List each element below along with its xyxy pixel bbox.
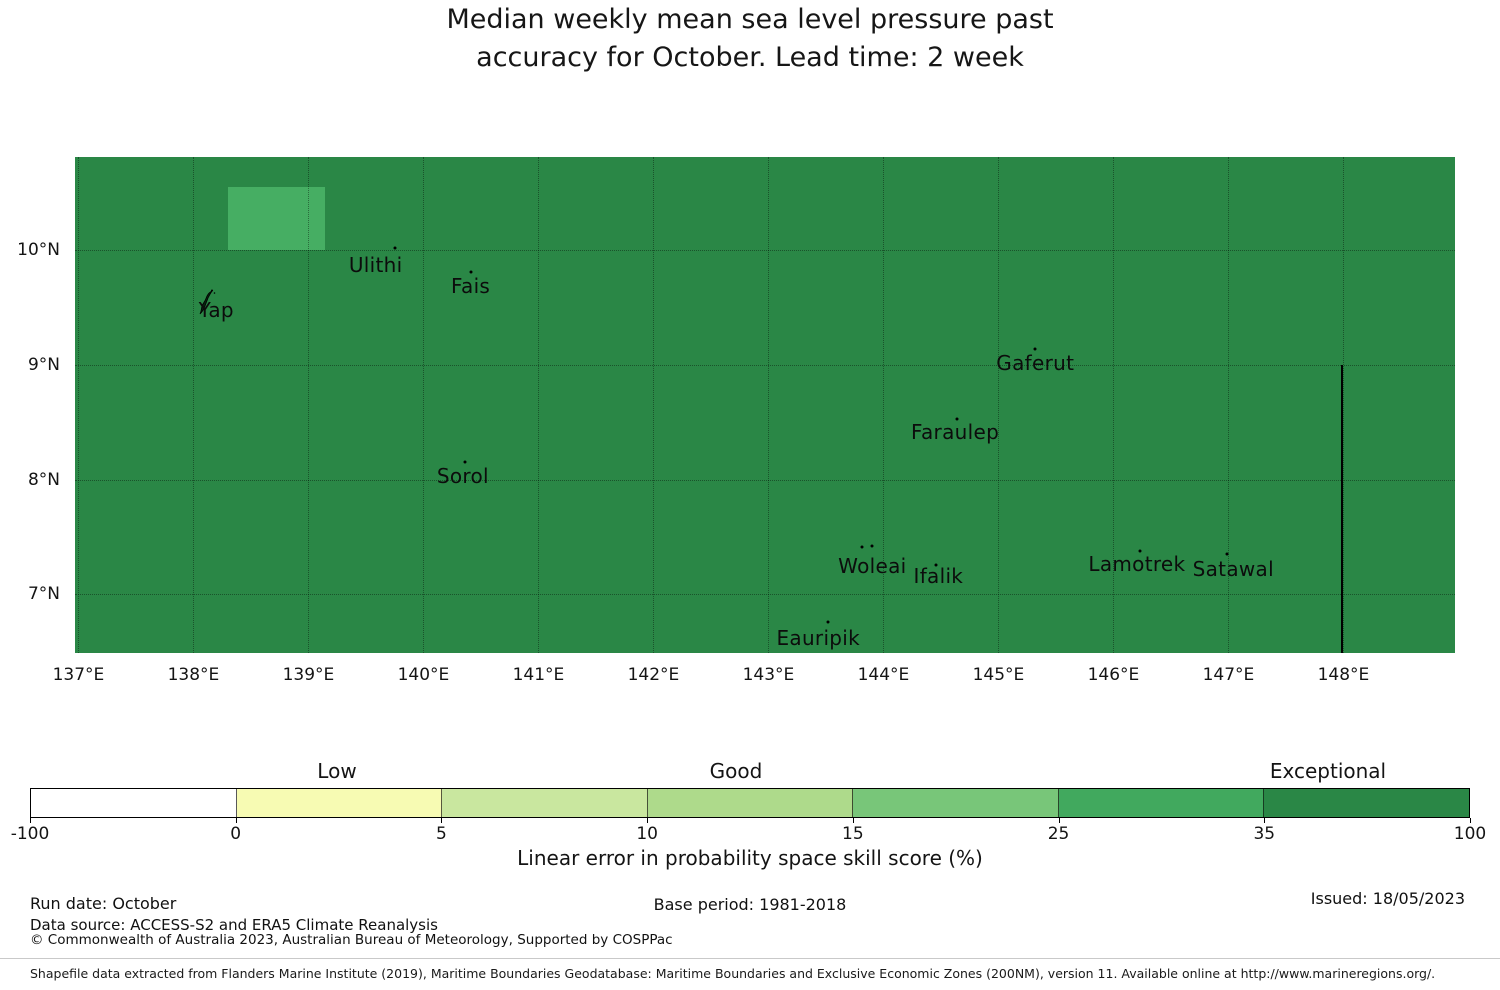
- colorbar-tick: [852, 818, 854, 823]
- x-tick-label: 139°E: [282, 665, 335, 685]
- x-tick-label: 138°E: [167, 665, 220, 685]
- colorbar-segment: [647, 789, 854, 817]
- copyright-text: © Commonwealth of Australia 2023, Austra…: [30, 932, 673, 948]
- grid-line-v: [423, 157, 425, 653]
- colorbar-segment: [442, 789, 648, 817]
- base-period-text: Base period: 1981-2018: [653, 895, 847, 914]
- island-marker-dot: [1225, 552, 1229, 556]
- island-label: Eauripik: [776, 626, 861, 650]
- x-tick-label: 148°E: [1317, 665, 1370, 685]
- x-tick-label: 147°E: [1202, 665, 1255, 685]
- colorbar-axis-label: Linear error in probability space skill …: [517, 846, 983, 870]
- colorbar-tick-label: 0: [230, 824, 242, 844]
- colorbar-segment: [1264, 789, 1470, 817]
- footer-divider: [0, 958, 1500, 959]
- island-label: Faraulep: [911, 419, 1000, 444]
- chart-title: Median weekly mean sea level pressure pa…: [0, 1, 1500, 77]
- shapefile-note-text: Shapefile data extracted from Flanders M…: [30, 966, 1436, 981]
- island-label: Yap: [198, 297, 234, 322]
- grid-line-h: [75, 594, 1455, 596]
- island-label: Lamotrek: [1088, 551, 1186, 576]
- island-marker-dot: [1138, 549, 1142, 553]
- island-label: Fais: [451, 273, 491, 298]
- x-tick-label: 144°E: [857, 665, 910, 685]
- island-marker-dot: [1033, 347, 1037, 351]
- grid-line-v: [653, 157, 655, 653]
- grid-line-v: [538, 157, 540, 653]
- island-marker-dot: [393, 246, 397, 250]
- y-tick-label: 8°N: [27, 469, 60, 490]
- grid-line-h: [75, 250, 1455, 251]
- run-date-text: Run date: October: [30, 894, 177, 913]
- issued-text: Issued: 18/05/2023: [1310, 889, 1465, 908]
- island-marker-dot: [826, 620, 830, 624]
- colorbar-tick: [1058, 818, 1060, 823]
- highlight-cell: [227, 186, 325, 250]
- colorbar-segment: [31, 789, 237, 817]
- x-tick-label: 145°E: [972, 665, 1025, 685]
- colorbar-tick-label: 15: [842, 824, 864, 844]
- colorbar-segment: [853, 789, 1059, 817]
- colorbar-segment: [236, 789, 443, 817]
- y-tick-label: 10°N: [17, 240, 60, 260]
- colorbar-category-label: Good: [709, 759, 763, 783]
- island-label: Gaferut: [996, 350, 1075, 375]
- colorbar: [30, 788, 1470, 818]
- colorbar-segment: [1058, 789, 1265, 817]
- x-tick-label: 146°E: [1087, 665, 1140, 685]
- yap-island-outline: [197, 288, 217, 320]
- colorbar-tick-label: 100: [1453, 824, 1487, 844]
- grid-line-v: [78, 157, 80, 653]
- grid-line-v: [308, 157, 310, 653]
- chart-title-line2: accuracy for October. Lead time: 2 week: [476, 42, 1024, 73]
- colorbar-category-label: Exceptional: [1269, 759, 1387, 783]
- island-marker-dot: [463, 460, 467, 464]
- grid-line-v: [1113, 157, 1115, 653]
- colorbar-tick-label: -100: [10, 824, 50, 844]
- colorbar-tick: [1470, 818, 1471, 823]
- island-label: Sorol: [436, 464, 489, 489]
- island-label: Woleai: [838, 554, 907, 579]
- colorbar-tick: [647, 818, 649, 823]
- colorbar-category-label: Low: [317, 759, 357, 783]
- y-tick-label: 9°N: [27, 354, 60, 375]
- colorbar-tick-label: 10: [636, 824, 658, 844]
- grid-line-v: [998, 157, 1000, 653]
- grid-line-v: [1228, 157, 1230, 653]
- island-marker-dot: [469, 270, 473, 274]
- x-tick-label: 143°E: [742, 665, 795, 685]
- colorbar-tick: [441, 818, 443, 823]
- grid-line-h: [75, 479, 1455, 481]
- grid-line-v: [193, 157, 195, 653]
- colorbar-tick-label: 35: [1253, 824, 1276, 844]
- grid-line-h: [75, 364, 1455, 366]
- colorbar-tick: [30, 818, 31, 823]
- grid-line-v: [1343, 157, 1345, 653]
- y-tick-label: 7°N: [27, 584, 60, 605]
- island-marker-dot: [860, 545, 864, 549]
- island-label: Ulithi: [348, 252, 403, 277]
- data-source-text: Data source: ACCESS-S2 and ERA5 Climate …: [30, 916, 438, 934]
- colorbar-tick-label: 5: [436, 824, 447, 844]
- x-tick-label: 142°E: [627, 665, 680, 685]
- island-marker-dot: [870, 544, 874, 548]
- eez-boundary-line: [1341, 364, 1344, 653]
- colorbar-tick: [1264, 818, 1266, 823]
- island-marker-dot: [934, 563, 938, 567]
- colorbar-tick-label: 25: [1047, 824, 1070, 844]
- grid-line-v: [768, 157, 770, 653]
- grid-line-v: [883, 157, 885, 653]
- island-label: Satawal: [1192, 557, 1274, 582]
- x-tick-label: 137°E: [52, 665, 105, 685]
- island-label: Ifalik: [913, 563, 964, 588]
- map-plot: Yap Ulithi Fais Sorol Gaferut Faraulep Woleai I…: [75, 157, 1455, 653]
- x-tick-label: 140°E: [397, 665, 450, 685]
- colorbar-tick: [235, 818, 237, 823]
- chart-title-line1: Median weekly mean sea level pressure pa…: [446, 4, 1054, 35]
- island-marker-dot: [955, 417, 959, 421]
- x-tick-label: 141°E: [512, 665, 565, 685]
